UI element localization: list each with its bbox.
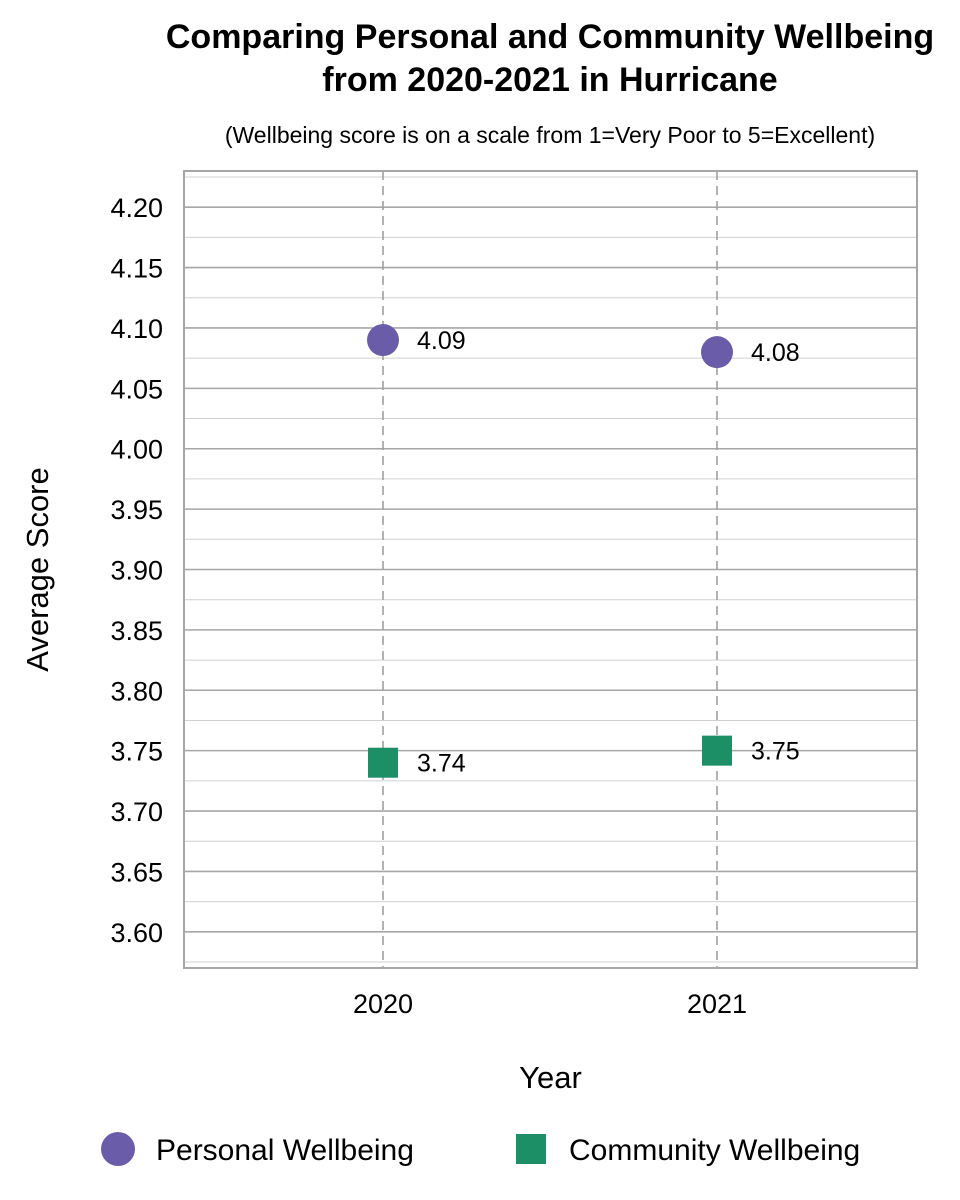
y-tick-label: 3.75 — [110, 737, 163, 767]
data-labels: 4.09 4.08 3.74 3.75 — [417, 327, 800, 778]
y-tick-label: 3.70 — [110, 797, 163, 827]
x-tick-label: 2021 — [687, 989, 747, 1019]
legend-item: Community Wellbeing — [516, 1134, 860, 1167]
legend-circle-icon — [101, 1132, 135, 1166]
y-tick-label: 3.90 — [110, 556, 163, 586]
personal-wellbeing-point — [367, 324, 399, 357]
community-wellbeing-point — [702, 735, 732, 766]
data-points — [367, 324, 733, 778]
y-tick-label: 3.60 — [110, 918, 163, 948]
x-axis-tick-labels: 2020 2021 — [353, 989, 747, 1019]
data-label: 4.08 — [751, 339, 800, 367]
y-tick-label: 4.10 — [110, 314, 163, 344]
grid-lines — [184, 171, 917, 968]
chart-title: Comparing Personal and Community Wellbei… — [166, 18, 934, 99]
personal-wellbeing-point — [701, 336, 733, 369]
data-label: 3.74 — [417, 750, 466, 778]
y-tick-label: 3.80 — [110, 676, 163, 706]
y-tick-label: 3.85 — [110, 616, 163, 646]
legend: Personal Wellbeing Community Wellbeing — [101, 1132, 860, 1167]
legend-item: Personal Wellbeing — [101, 1132, 414, 1167]
community-wellbeing-point — [368, 747, 398, 778]
legend-square-icon — [516, 1134, 546, 1164]
chart-title-line-2: from 2020-2021 in Hurricane — [322, 61, 777, 99]
y-axis-tick-labels: 3.60 3.65 3.70 3.75 3.80 3.85 3.90 3.95 4.00 4.05… — [110, 193, 163, 948]
legend-label: Personal Wellbeing — [156, 1134, 414, 1167]
y-tick-label: 3.95 — [110, 495, 163, 525]
x-tick-label: 2020 — [353, 989, 413, 1019]
y-tick-label: 4.15 — [110, 254, 163, 284]
y-tick-label: 4.00 — [110, 435, 163, 465]
chart-subtitle: (Wellbeing score is on a scale from 1=Ve… — [225, 122, 875, 148]
legend-label: Community Wellbeing — [569, 1134, 860, 1167]
x-axis-title: Year — [519, 1060, 582, 1095]
y-axis-title: Average Score — [20, 467, 55, 672]
plot-area — [183, 170, 918, 969]
chart-title-line-1: Comparing Personal and Community Wellbei… — [166, 18, 934, 56]
y-tick-label: 4.20 — [110, 193, 163, 223]
data-label: 3.75 — [751, 738, 800, 766]
data-label: 4.09 — [417, 327, 466, 355]
y-tick-label: 3.65 — [110, 857, 163, 887]
y-tick-label: 4.05 — [110, 374, 163, 404]
